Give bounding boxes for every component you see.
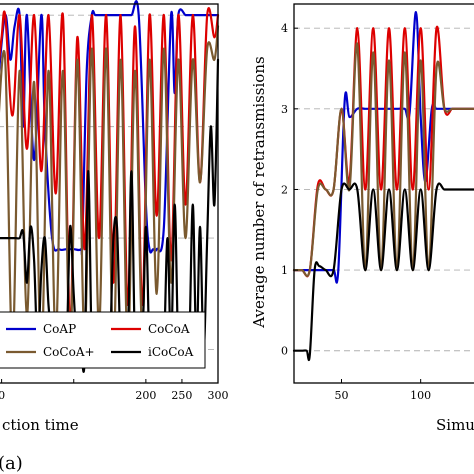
x-tick-label: 0 [0,389,5,402]
right-x-axis-label: Simu [436,416,474,434]
x-tick-label: 50 [335,389,349,402]
left-x-axis-label: ction time [2,416,79,434]
y-tick-label: 2 [281,183,288,196]
right-panel: 50 100 0 1 2 3 4 Average number of retransmiss… [250,3,474,434]
legend-label: iCoCoA [148,345,194,359]
series-line-icocoa [292,182,474,362]
panel-label: (a) [0,453,23,474]
x-tick-label: 250 [171,389,192,402]
left-plot-frame [0,3,219,384]
right-y-axis-label: Average number of retransmissions [250,56,268,328]
series-line-cocoa-plus [292,42,474,278]
y-tick-label: 4 [281,22,288,35]
x-tick-label: 100 [410,389,431,402]
x-tick-label: 200 [135,389,156,402]
left-panel: CoAP CoCoA CoCoA+ iCoCoA 0 200 250 300 ction t… [0,0,229,434]
legend-label: CoCoA+ [43,345,95,359]
x-tick-label: 300 [208,389,229,402]
right-series-lines [292,10,474,362]
right-plot-frame [293,3,474,384]
y-tick-label: 1 [281,264,288,277]
legend-label: CoAP [43,322,76,336]
left-x-ticks: 0 200 250 300 [0,379,229,402]
right-axis-ticks: 50 100 0 1 2 3 4 [281,22,431,402]
y-tick-label: 3 [281,103,288,116]
legend-box [0,311,206,369]
y-tick-label: 0 [281,345,288,358]
legend: CoAP CoCoA CoCoA+ iCoCoA [0,311,206,369]
legend-label: CoCoA [148,322,190,336]
